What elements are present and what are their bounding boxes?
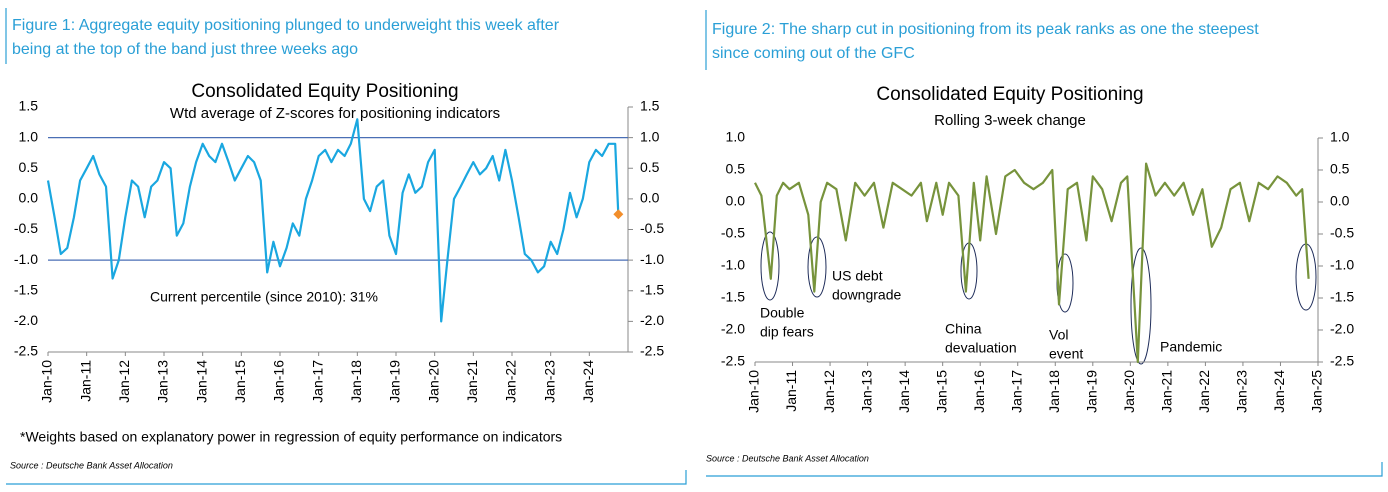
y-tick-label: -2.5 bbox=[14, 343, 38, 359]
y-tick-label: -1.5 bbox=[721, 289, 745, 305]
x-tick-label: Jan-20 bbox=[1121, 370, 1137, 413]
y2-tick-label: -2.5 bbox=[640, 343, 664, 359]
x-tick-label: Jan-13 bbox=[858, 370, 874, 413]
y2-tick-label: 0.0 bbox=[1330, 193, 1350, 209]
y2-tick-label: -2.5 bbox=[1330, 353, 1354, 369]
x-tick-label: Jan-14 bbox=[896, 370, 912, 413]
chart-title: Consolidated Equity Positioning bbox=[191, 81, 458, 102]
y-tick-label: 0.0 bbox=[19, 190, 39, 206]
x-tick-label: Jan-11 bbox=[77, 360, 93, 402]
y-tick-label: -0.5 bbox=[14, 220, 38, 236]
y2-tick-label: -0.5 bbox=[1330, 225, 1354, 241]
y-tick-label: 1.5 bbox=[19, 98, 39, 114]
highlight-ellipse bbox=[1130, 247, 1152, 365]
y2-tick-label: -2.0 bbox=[640, 312, 664, 328]
x-tick-label: Jan-21 bbox=[1159, 370, 1175, 413]
x-tick-label: Jan-15 bbox=[232, 360, 248, 403]
y2-tick-label: 1.0 bbox=[640, 128, 660, 144]
y2-tick-label: -1.5 bbox=[640, 281, 664, 297]
y2-tick-label: -0.5 bbox=[640, 220, 664, 236]
annotation: dip fears bbox=[760, 324, 814, 340]
annotation: China bbox=[945, 321, 982, 337]
y-tick-label: -2.5 bbox=[721, 353, 745, 369]
x-tick-label: Jan-12 bbox=[116, 360, 132, 403]
annotation: Pandemic bbox=[1160, 339, 1222, 355]
x-tick-label: Jan-20 bbox=[425, 360, 441, 403]
annotation: event bbox=[1049, 346, 1083, 362]
highlight-ellipse bbox=[807, 236, 827, 298]
y-tick-label: -2.0 bbox=[721, 321, 745, 337]
y-tick-label: -2.0 bbox=[14, 312, 38, 328]
footnote: *Weights based on explanatory power in r… bbox=[20, 429, 562, 445]
x-tick-label: Jan-25 bbox=[1309, 370, 1325, 413]
x-tick-label: Jan-17 bbox=[309, 360, 325, 403]
x-tick-label: Jan-11 bbox=[783, 370, 799, 412]
current-marker bbox=[613, 209, 624, 220]
figure-title: Figure 2: The sharp cut in positioning f… bbox=[712, 21, 1259, 38]
chart-subtitle: Rolling 3-week change bbox=[934, 112, 1086, 129]
y-tick-label: -0.5 bbox=[721, 225, 745, 241]
y-tick-label: 0.0 bbox=[726, 193, 746, 209]
x-tick-label: Jan-14 bbox=[193, 360, 209, 403]
x-tick-label: Jan-15 bbox=[933, 370, 949, 413]
source: Source : Deutsche Bank Asset Allocation bbox=[10, 460, 173, 470]
x-tick-label: Jan-19 bbox=[1084, 370, 1100, 413]
x-tick-label: Jan-18 bbox=[348, 360, 364, 403]
x-tick-label: Jan-21 bbox=[464, 360, 480, 403]
figure-border bbox=[6, 470, 687, 485]
figure-title: since coming out of the GFC bbox=[712, 45, 915, 62]
y2-tick-label: -2.0 bbox=[1330, 321, 1354, 337]
y-tick-label: -1.0 bbox=[721, 257, 745, 273]
chart-subtitle: Wtd average of Z-scores for positioning … bbox=[170, 105, 500, 122]
chart-title: Consolidated Equity Positioning bbox=[876, 84, 1143, 105]
y2-tick-label: 0.5 bbox=[1330, 161, 1350, 177]
data-line bbox=[46, 118, 620, 323]
x-tick-label: Jan-16 bbox=[971, 370, 987, 413]
x-tick-label: Jan-19 bbox=[387, 360, 403, 403]
y-tick-label: -1.5 bbox=[14, 281, 38, 297]
x-tick-label: Jan-16 bbox=[271, 360, 287, 403]
x-tick-label: Jan-22 bbox=[503, 360, 519, 403]
annotation: Double bbox=[760, 305, 805, 321]
x-tick-label: Jan-24 bbox=[1271, 370, 1287, 413]
annotation: downgrade bbox=[832, 287, 901, 303]
x-tick-label: Jan-22 bbox=[1196, 370, 1212, 413]
y2-tick-label: 1.0 bbox=[1330, 129, 1350, 145]
x-tick-label: Jan-10 bbox=[39, 360, 55, 403]
y-tick-label: 0.5 bbox=[19, 159, 39, 175]
x-tick-label: Jan-23 bbox=[541, 360, 557, 403]
annotation: Current percentile (since 2010): 31% bbox=[150, 289, 378, 305]
x-tick-label: Jan-23 bbox=[1234, 370, 1250, 413]
figure-title: Figure 1: Aggregate equity positioning p… bbox=[12, 17, 560, 34]
y2-tick-label: 0.0 bbox=[640, 190, 660, 206]
annotation: devaluation bbox=[945, 340, 1017, 356]
y2-tick-label: -1.0 bbox=[640, 251, 664, 267]
figure-title: being at the top of the band just three … bbox=[12, 41, 358, 58]
figure-border bbox=[706, 462, 1383, 477]
x-tick-label: Jan-24 bbox=[580, 360, 596, 403]
y-tick-label: 1.0 bbox=[726, 129, 746, 145]
source: Source : Deutsche Bank Asset Allocation bbox=[706, 453, 869, 463]
y2-tick-label: -1.0 bbox=[1330, 257, 1354, 273]
x-tick-label: Jan-13 bbox=[155, 360, 171, 403]
y2-tick-label: -1.5 bbox=[1330, 289, 1354, 305]
x-tick-label: Jan-10 bbox=[746, 370, 762, 413]
y-tick-label: 0.5 bbox=[726, 161, 746, 177]
y-tick-label: -1.0 bbox=[14, 251, 38, 267]
y2-tick-label: 1.5 bbox=[640, 98, 660, 114]
x-tick-label: Jan-18 bbox=[1046, 370, 1062, 413]
y-tick-label: 1.0 bbox=[19, 128, 39, 144]
data-line bbox=[754, 162, 1310, 364]
x-tick-label: Jan-17 bbox=[1008, 370, 1024, 413]
x-tick-label: Jan-12 bbox=[821, 370, 837, 413]
y2-tick-label: 0.5 bbox=[640, 159, 660, 175]
annotation: US debt bbox=[832, 268, 883, 284]
annotation: Vol bbox=[1049, 327, 1068, 343]
highlight-ellipse bbox=[760, 231, 780, 301]
